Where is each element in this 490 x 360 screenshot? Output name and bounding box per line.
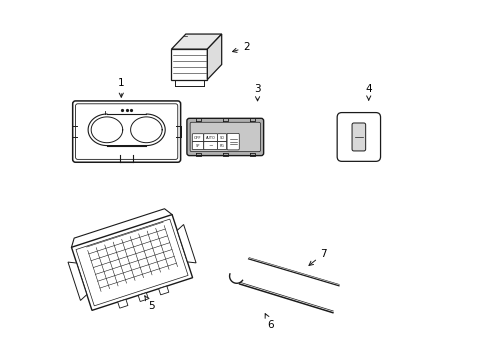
- Polygon shape: [159, 286, 169, 295]
- FancyBboxPatch shape: [75, 104, 178, 159]
- Polygon shape: [172, 34, 221, 49]
- Text: 2: 2: [233, 42, 250, 53]
- FancyBboxPatch shape: [190, 122, 260, 152]
- FancyBboxPatch shape: [192, 141, 204, 149]
- FancyBboxPatch shape: [73, 101, 181, 162]
- FancyBboxPatch shape: [227, 134, 239, 150]
- Polygon shape: [207, 34, 221, 80]
- Text: 6: 6: [265, 314, 274, 330]
- Text: SP: SP: [196, 144, 200, 148]
- Text: 5: 5: [145, 296, 155, 311]
- Text: 1: 1: [118, 78, 124, 97]
- FancyBboxPatch shape: [218, 134, 227, 141]
- Text: SD: SD: [220, 136, 224, 140]
- Text: 3: 3: [254, 84, 261, 101]
- Text: FG: FG: [220, 144, 224, 148]
- Text: ~: ~: [208, 143, 213, 148]
- FancyBboxPatch shape: [337, 113, 381, 161]
- Polygon shape: [177, 225, 196, 263]
- Text: 4: 4: [366, 84, 372, 100]
- FancyBboxPatch shape: [192, 134, 204, 141]
- Text: AUTO: AUTO: [206, 136, 216, 140]
- FancyBboxPatch shape: [187, 118, 264, 156]
- Polygon shape: [76, 219, 188, 306]
- FancyBboxPatch shape: [204, 141, 218, 149]
- FancyBboxPatch shape: [218, 141, 227, 149]
- Text: OFF: OFF: [194, 136, 202, 140]
- Text: 7: 7: [309, 248, 327, 265]
- Polygon shape: [68, 262, 87, 301]
- Polygon shape: [72, 215, 193, 310]
- Polygon shape: [172, 49, 207, 80]
- FancyBboxPatch shape: [204, 134, 218, 141]
- Polygon shape: [138, 293, 148, 301]
- FancyBboxPatch shape: [352, 123, 366, 151]
- Polygon shape: [118, 300, 128, 308]
